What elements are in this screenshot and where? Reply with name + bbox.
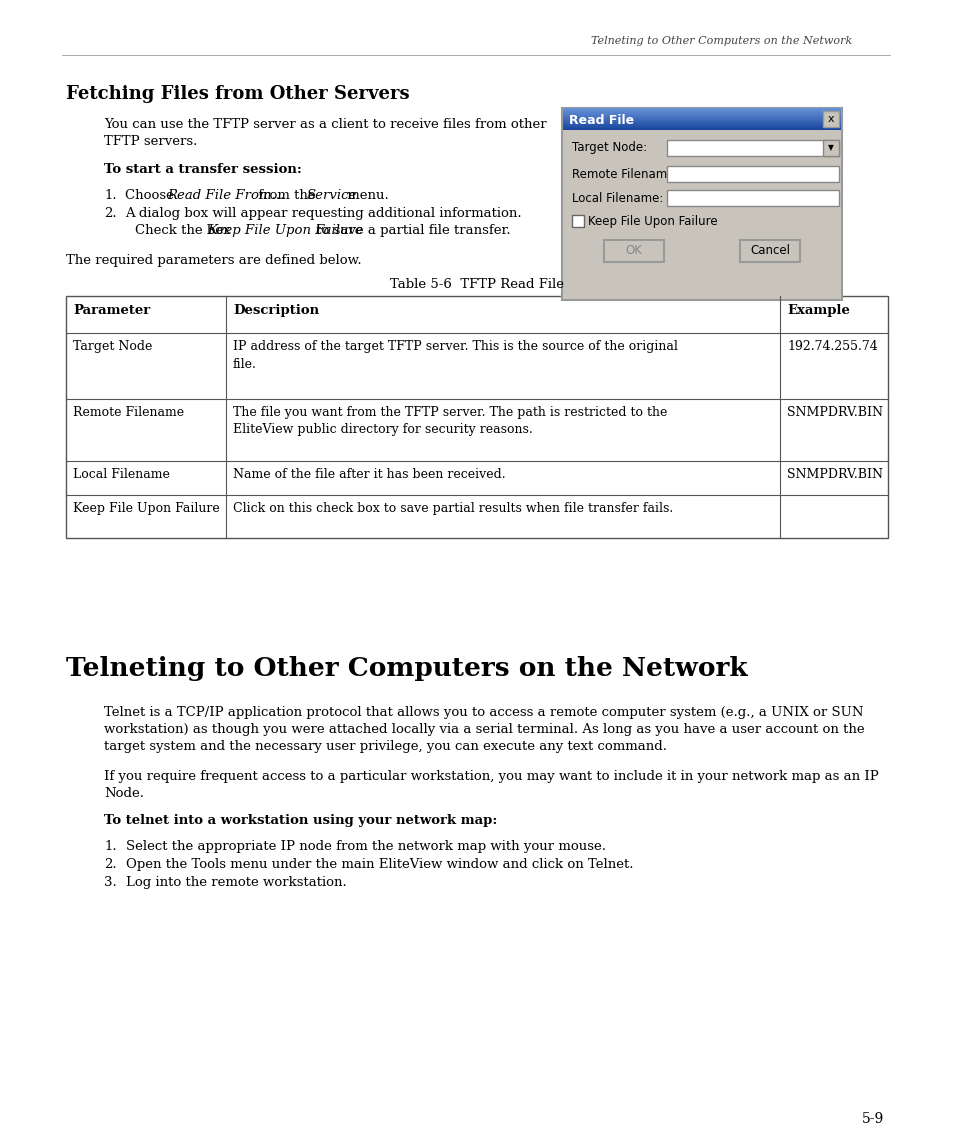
Text: 1.: 1. bbox=[104, 840, 116, 853]
Text: 5-9: 5-9 bbox=[861, 1112, 883, 1126]
Text: Name of the file after it has been received.: Name of the file after it has been recei… bbox=[233, 468, 505, 481]
Text: Local Filename: Local Filename bbox=[73, 468, 170, 481]
Bar bbox=[562, 108, 841, 109]
Bar bbox=[561, 108, 841, 300]
Text: Open the Tools menu under the main EliteView window and click on Telnet.: Open the Tools menu under the main Elite… bbox=[126, 858, 633, 871]
Text: Table 5-6  TFTP Read File: Table 5-6 TFTP Read File bbox=[390, 278, 563, 291]
Text: You can use the TFTP server as a client to receive files from other: You can use the TFTP server as a client … bbox=[104, 118, 546, 131]
Text: to save a partial file transfer.: to save a partial file transfer. bbox=[312, 224, 510, 237]
Text: 192.74.255.74: 192.74.255.74 bbox=[786, 340, 877, 353]
Text: Choose: Choose bbox=[125, 189, 178, 202]
Text: Telneting to Other Computers on the Network: Telneting to Other Computers on the Netw… bbox=[590, 35, 851, 46]
Bar bbox=[562, 112, 841, 113]
Text: To start a transfer session:: To start a transfer session: bbox=[104, 163, 301, 176]
Text: 1.: 1. bbox=[104, 189, 116, 202]
Bar bbox=[562, 118, 841, 119]
Bar bbox=[562, 114, 841, 116]
Bar bbox=[562, 123, 841, 124]
Text: Check the box: Check the box bbox=[135, 224, 234, 237]
Text: Remote Filename: Remote Filename bbox=[73, 406, 184, 419]
Text: A dialog box will appear requesting additional information.: A dialog box will appear requesting addi… bbox=[125, 207, 521, 220]
Bar bbox=[562, 116, 841, 117]
Bar bbox=[562, 126, 841, 127]
Bar bbox=[562, 109, 841, 110]
Text: Local Filename:: Local Filename: bbox=[572, 191, 662, 205]
Text: target system and the necessary user privilege, you can execute any text command: target system and the necessary user pri… bbox=[104, 740, 666, 753]
Bar bbox=[562, 121, 841, 123]
Bar bbox=[822, 111, 838, 127]
Text: Keep File Upon Failure: Keep File Upon Failure bbox=[207, 224, 362, 237]
Bar bbox=[740, 240, 800, 262]
Text: Keep File Upon Failure: Keep File Upon Failure bbox=[587, 214, 717, 228]
Text: TFTP servers.: TFTP servers. bbox=[104, 135, 197, 148]
Text: Read File: Read File bbox=[568, 114, 634, 127]
Text: To telnet into a workstation using your network map:: To telnet into a workstation using your … bbox=[104, 814, 497, 827]
Text: If you require frequent access to a particular workstation, you may want to incl: If you require frequent access to a part… bbox=[104, 769, 878, 783]
Text: Read File From...: Read File From... bbox=[167, 189, 284, 202]
Text: 3.: 3. bbox=[104, 876, 116, 889]
Text: Remote Filename:: Remote Filename: bbox=[572, 167, 678, 181]
Text: Log into the remote workstation.: Log into the remote workstation. bbox=[126, 876, 346, 889]
Text: from the: from the bbox=[253, 189, 319, 202]
Text: SNMPDRV.BIN: SNMPDRV.BIN bbox=[786, 468, 882, 481]
Bar bbox=[562, 110, 841, 111]
Text: The file you want from the TFTP server. The path is restricted to the
EliteView : The file you want from the TFTP server. … bbox=[233, 406, 667, 436]
Bar bbox=[822, 140, 838, 156]
Bar bbox=[562, 128, 841, 131]
Bar bbox=[666, 166, 838, 182]
Text: IP address of the target TFTP server. This is the source of the original
file.: IP address of the target TFTP server. Th… bbox=[233, 340, 678, 371]
Text: Click on this check box to save partial results when file transfer fails.: Click on this check box to save partial … bbox=[233, 502, 673, 515]
Bar bbox=[562, 127, 841, 128]
Text: Node.: Node. bbox=[104, 787, 144, 800]
Bar bbox=[562, 113, 841, 114]
Text: Select the appropriate IP node from the network map with your mouse.: Select the appropriate IP node from the … bbox=[126, 840, 605, 853]
Bar bbox=[562, 113, 841, 114]
Bar bbox=[603, 240, 663, 262]
Text: 2.: 2. bbox=[104, 207, 116, 220]
Text: Target Node: Target Node bbox=[73, 340, 152, 353]
Text: Keep File Upon Failure: Keep File Upon Failure bbox=[73, 502, 219, 515]
Bar bbox=[572, 215, 583, 227]
Bar bbox=[666, 140, 838, 156]
Bar bbox=[666, 190, 838, 206]
Text: ▼: ▼ bbox=[827, 143, 833, 152]
Text: workstation) as though you were attached locally via a serial terminal. As long : workstation) as though you were attached… bbox=[104, 722, 863, 736]
Bar bbox=[562, 128, 841, 129]
Text: menu.: menu. bbox=[343, 189, 388, 202]
Text: Service: Service bbox=[307, 189, 357, 202]
Bar bbox=[562, 124, 841, 125]
Bar bbox=[562, 125, 841, 126]
Text: Description: Description bbox=[233, 305, 319, 317]
Bar bbox=[562, 120, 841, 121]
Bar bbox=[66, 297, 887, 538]
Bar bbox=[562, 119, 841, 120]
Text: Example: Example bbox=[786, 305, 849, 317]
Text: Target Node:: Target Node: bbox=[572, 142, 646, 155]
Text: Telnet is a TCP/IP application protocol that allows you to access a remote compu: Telnet is a TCP/IP application protocol … bbox=[104, 706, 862, 719]
Text: x: x bbox=[827, 114, 834, 124]
Text: The required parameters are defined below.: The required parameters are defined belo… bbox=[66, 254, 361, 267]
Text: OK: OK bbox=[625, 245, 641, 258]
Text: Telneting to Other Computers on the Network: Telneting to Other Computers on the Netw… bbox=[66, 656, 747, 681]
Text: Cancel: Cancel bbox=[749, 245, 789, 258]
Text: Parameter: Parameter bbox=[73, 305, 150, 317]
Bar bbox=[562, 121, 841, 123]
Text: Fetching Files from Other Servers: Fetching Files from Other Servers bbox=[66, 85, 409, 103]
Bar bbox=[562, 131, 841, 299]
Bar bbox=[562, 117, 841, 118]
Text: SNMPDRV.BIN: SNMPDRV.BIN bbox=[786, 406, 882, 419]
Text: 2.: 2. bbox=[104, 858, 116, 871]
Bar bbox=[562, 111, 841, 112]
